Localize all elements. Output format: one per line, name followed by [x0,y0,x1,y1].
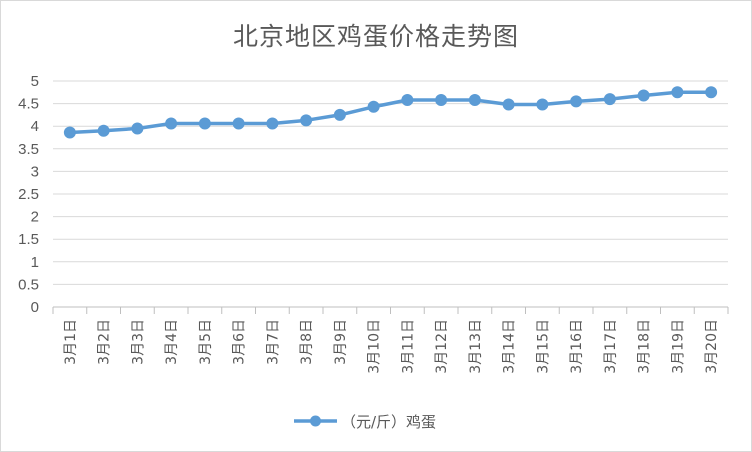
y-tick-label: 4.5 [18,96,39,113]
y-tick-label: 4 [31,118,39,135]
y-tick-label: 2.5 [18,186,39,203]
data-point [367,100,380,113]
data-point [705,86,718,99]
y-tick-label: 3 [31,163,39,180]
x-tick-label: 3月6日 [232,319,248,365]
x-tick-label: 3月12日 [434,319,450,374]
data-point [435,93,448,106]
data-point [131,122,144,135]
x-tick-label: 3月17日 [603,319,619,374]
y-tick-label: 2 [31,209,39,226]
data-point [671,86,684,99]
y-tick-label: 5 [31,73,39,90]
y-axis-ticks: 0 0.5 1 1.5 2 2.5 3 3.5 4 4.5 5 [18,73,39,316]
x-tick-label: 3月9日 [333,319,349,365]
x-tick-label: 3月10日 [367,319,383,374]
x-tick-label: 3月20日 [704,319,720,374]
data-point [165,117,178,130]
legend-label: （元/斤）鸡蛋 [341,413,436,431]
x-axis [52,306,729,314]
data-point [401,93,414,106]
data-point [300,114,313,127]
data-point [637,89,650,102]
x-tick-label: 3月11日 [400,319,416,374]
x-tick-label: 3月13日 [468,319,484,374]
data-point [603,93,616,106]
data-point [266,117,279,130]
data-point [333,108,346,121]
data-point [97,124,110,137]
legend: （元/斤）鸡蛋 [294,413,436,431]
y-tick-label: 1 [31,254,39,271]
gridlines [53,80,728,285]
chart-title: 北京地区鸡蛋价格走势图 [232,22,519,51]
x-tick-label: 3月7日 [265,319,281,365]
x-tick-label: 3月2日 [97,319,113,365]
data-point [232,117,245,130]
data-point [63,126,76,139]
x-tick-label: 3月3日 [130,319,146,365]
legend-marker [310,415,321,427]
y-tick-label: 1.5 [18,231,39,248]
x-tick-label: 3月19日 [670,319,686,374]
x-axis-ticks: 3月1日 3月2日 3月3日 3月4日 3月5日 3月6日 3月7日 3月8日 3月9日 3月10… [63,319,720,374]
x-tick-label: 3月5日 [198,319,214,365]
data-point [198,117,211,130]
x-tick-label: 3月4日 [164,319,180,365]
series-layer [63,86,718,139]
x-tick-label: 3月16日 [569,319,585,374]
y-tick-label: 3.5 [18,141,39,158]
data-point [502,98,515,111]
data-point [536,98,549,111]
data-point [570,95,583,108]
data-point [468,93,481,106]
x-tick-label: 3月14日 [502,319,518,374]
x-tick-label: 3月8日 [299,319,315,365]
x-tick-label: 3月18日 [637,319,653,374]
y-tick-label: 0 [31,299,39,316]
x-tick-label: 3月1日 [63,319,79,365]
x-tick-label: 3月15日 [535,319,551,374]
y-tick-label: 0.5 [18,276,39,293]
